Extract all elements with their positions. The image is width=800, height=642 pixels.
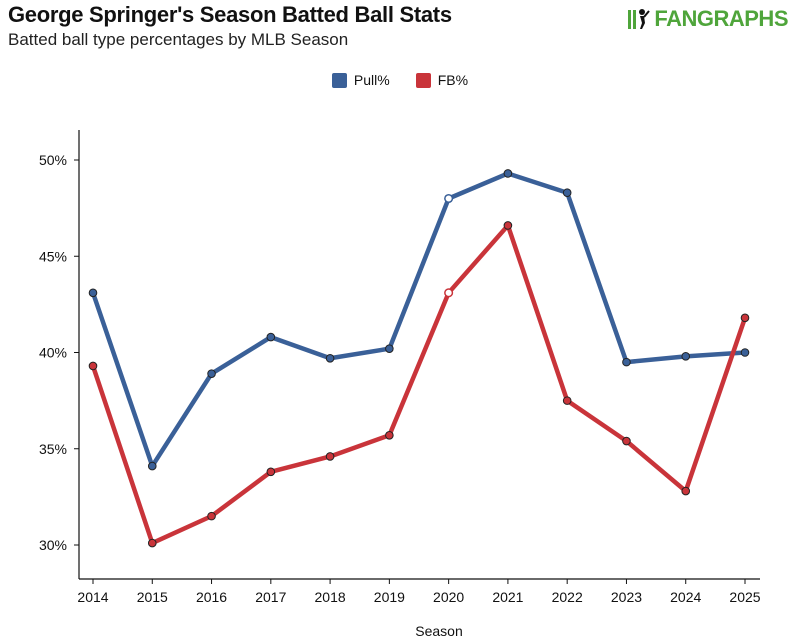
data-point-pull[interactable] xyxy=(88,288,98,298)
data-point-pull[interactable] xyxy=(562,188,572,198)
fangraphs-logo: FANGRAPHS xyxy=(628,6,788,32)
data-point-fb[interactable] xyxy=(88,361,98,371)
data-point-pull[interactable] xyxy=(266,332,276,342)
y-tick-label: 35% xyxy=(39,441,67,457)
x-tick-label: 2016 xyxy=(196,589,227,605)
y-tick-label: 45% xyxy=(39,248,67,264)
data-point-pull[interactable] xyxy=(207,369,216,378)
chart-title: George Springer's Season Batted Ball Sta… xyxy=(8,2,452,27)
legend-label-pull: Pull% xyxy=(353,72,390,88)
data-point-pull[interactable] xyxy=(147,461,157,471)
data-point-pull[interactable] xyxy=(503,169,513,178)
x-tick-label: 2023 xyxy=(611,589,642,605)
x-tick-label: 2025 xyxy=(729,589,760,605)
y-tick-label: 50% xyxy=(39,152,67,168)
data-point-pull[interactable] xyxy=(622,357,631,367)
series-line-fb xyxy=(90,223,748,546)
data-point-fb[interactable] xyxy=(385,430,394,440)
x-tick-label: 2018 xyxy=(315,589,346,605)
data-point-fb[interactable] xyxy=(740,313,750,323)
axes: 30% 35% 40% 45% 50% 2014 2015 2016 2017 2018 2019 2… xyxy=(39,130,761,605)
legend-swatch-fb xyxy=(415,72,431,88)
data-point-fb[interactable] xyxy=(325,452,335,461)
x-tick-label: 2022 xyxy=(552,589,583,605)
batter-icon xyxy=(628,9,651,29)
data-point-pull[interactable] xyxy=(740,348,750,357)
x-tick-label: 2024 xyxy=(670,589,701,605)
data-point-fb[interactable] xyxy=(147,538,157,548)
x-tick-label: 2014 xyxy=(77,589,108,605)
data-point-pull[interactable] xyxy=(325,353,335,363)
data-point-fb[interactable] xyxy=(622,436,631,446)
x-tick-label: 2019 xyxy=(374,589,405,605)
series-fb xyxy=(88,221,750,548)
data-point-fb[interactable] xyxy=(444,288,454,298)
data-point-fb[interactable] xyxy=(266,467,276,477)
legend-item-fb: FB% xyxy=(415,72,469,88)
series-pull xyxy=(88,169,750,471)
x-tick-label: 2015 xyxy=(137,589,168,605)
data-point-pull[interactable] xyxy=(681,352,691,361)
data-point-fb[interactable] xyxy=(562,396,572,405)
x-tick-label: 2020 xyxy=(433,589,464,605)
chart-subtitle: Batted ball type percentages by MLB Seas… xyxy=(8,30,349,49)
legend: Pull% FB% xyxy=(0,72,800,88)
x-tick-label: 2021 xyxy=(492,589,523,605)
data-point-fb[interactable] xyxy=(207,511,216,521)
data-point-pull[interactable] xyxy=(444,193,454,204)
data-point-fb[interactable] xyxy=(681,486,691,496)
x-tick-label: 2017 xyxy=(255,589,286,605)
legend-swatch-pull xyxy=(331,72,347,88)
series-layer xyxy=(88,169,750,548)
series-line-pull xyxy=(90,171,748,469)
x-axis-label: Season xyxy=(415,623,462,639)
legend-label-fb: FB% xyxy=(437,72,469,88)
y-tick-label: 30% xyxy=(39,537,67,553)
data-point-fb[interactable] xyxy=(503,221,513,230)
y-tick-label: 40% xyxy=(39,345,67,361)
data-point-pull[interactable] xyxy=(385,344,394,353)
legend-item-pull: Pull% xyxy=(331,72,390,88)
brand-name: FANGRAPHS xyxy=(654,6,788,31)
